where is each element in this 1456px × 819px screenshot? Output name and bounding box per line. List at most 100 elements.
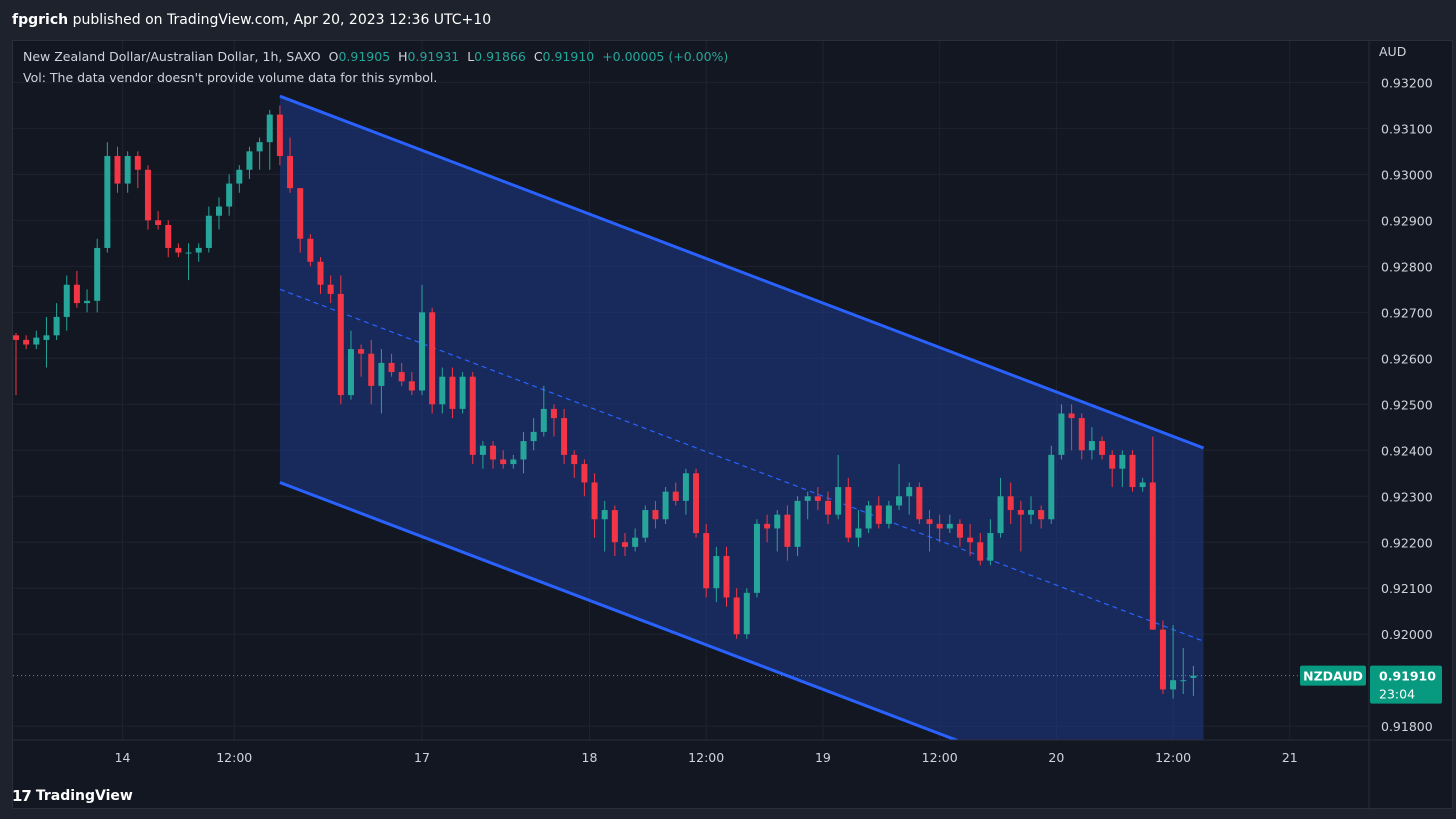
candle bbox=[1180, 648, 1187, 695]
candle-body bbox=[469, 376, 476, 455]
candle-body bbox=[703, 533, 710, 589]
candle bbox=[825, 491, 831, 524]
candle-body bbox=[479, 445, 486, 455]
candle-body bbox=[601, 510, 608, 520]
candle-body bbox=[1129, 454, 1136, 488]
candle-body bbox=[550, 408, 557, 419]
x-tick-label: 19 bbox=[815, 750, 831, 765]
low-label: L bbox=[467, 49, 475, 64]
candle bbox=[835, 454, 842, 520]
candle bbox=[63, 275, 70, 331]
candle-body bbox=[13, 335, 19, 340]
candle bbox=[1159, 620, 1166, 695]
candle bbox=[784, 505, 791, 561]
candle bbox=[490, 441, 497, 469]
candle-body bbox=[956, 523, 963, 538]
candle bbox=[682, 468, 689, 515]
candle bbox=[134, 151, 141, 189]
candle bbox=[916, 482, 923, 524]
candle-body bbox=[520, 441, 527, 460]
symbol-description[interactable]: New Zealand Dollar/Australian Dollar, 1h… bbox=[23, 49, 321, 64]
candle bbox=[1068, 404, 1075, 451]
candle bbox=[987, 519, 994, 566]
candle bbox=[246, 146, 253, 179]
candle-body bbox=[1048, 454, 1055, 520]
candle-body bbox=[94, 247, 101, 301]
candle bbox=[205, 206, 212, 253]
candle bbox=[175, 243, 182, 258]
candle bbox=[510, 454, 517, 469]
candle bbox=[561, 408, 568, 465]
candle-body bbox=[398, 372, 405, 382]
y-tick-label: 0.93200 bbox=[1381, 75, 1433, 90]
publish-header: fpgrich published on TradingView.com, Ap… bbox=[0, 0, 1456, 40]
candle bbox=[794, 496, 801, 557]
candle bbox=[327, 275, 334, 304]
candle-body bbox=[936, 523, 943, 529]
candle-body bbox=[236, 169, 243, 184]
candles-layer bbox=[13, 105, 1197, 699]
symbol-tag-label: NZDAUD bbox=[1303, 669, 1363, 684]
change-value: +0.00005 (+0.00%) bbox=[602, 49, 729, 64]
candle bbox=[124, 151, 131, 193]
candle-body bbox=[784, 514, 791, 547]
candle-body bbox=[73, 284, 80, 304]
candle-body bbox=[287, 155, 294, 189]
candle bbox=[1170, 625, 1177, 699]
candle bbox=[1139, 477, 1146, 492]
footer-brand: 17 TradingView bbox=[12, 787, 133, 805]
candle bbox=[144, 165, 151, 230]
candle bbox=[926, 510, 933, 552]
candle bbox=[1078, 413, 1085, 460]
symbol-tag-bg bbox=[1300, 665, 1366, 686]
open-label: O bbox=[328, 49, 339, 64]
candle-body bbox=[1119, 454, 1126, 469]
candle-body bbox=[622, 542, 628, 547]
author-name[interactable]: fpgrich bbox=[12, 12, 69, 28]
candle-body bbox=[896, 496, 903, 506]
candle-body bbox=[885, 505, 892, 524]
candle bbox=[459, 372, 466, 414]
candle bbox=[540, 385, 547, 437]
candle-body bbox=[205, 215, 212, 248]
brand-name: TradingView bbox=[35, 788, 133, 804]
parallel-channel bbox=[279, 94, 1205, 740]
candle-body bbox=[144, 169, 151, 221]
candle-body bbox=[825, 500, 831, 515]
candle bbox=[236, 165, 243, 193]
candle bbox=[1028, 496, 1034, 524]
candle bbox=[946, 514, 953, 534]
candle-body bbox=[165, 224, 172, 248]
candle bbox=[317, 257, 324, 294]
candle-body bbox=[226, 183, 233, 207]
candle bbox=[358, 344, 365, 377]
candle-body bbox=[358, 349, 365, 354]
channel-fill bbox=[279, 96, 1204, 740]
candle-body bbox=[611, 510, 618, 543]
candle-body bbox=[276, 114, 283, 156]
candle-body bbox=[368, 353, 375, 386]
candlestick-chart[interactable]: 0.93200 0.93100 0.93000 0.92900 0.92800 0.927… bbox=[13, 41, 1454, 810]
candle bbox=[1058, 404, 1065, 460]
candle bbox=[1088, 427, 1095, 460]
x-tick-label: 21 bbox=[1282, 750, 1298, 765]
candle bbox=[885, 500, 892, 529]
candle-body bbox=[855, 528, 862, 538]
time-axis: 14 12:00 17 18 12:00 19 12:00 20 12:00 21 bbox=[13, 739, 1454, 765]
candle-body bbox=[256, 142, 263, 152]
candle bbox=[662, 487, 669, 524]
candle bbox=[764, 514, 771, 543]
candle-body bbox=[733, 597, 740, 635]
candle bbox=[1017, 500, 1024, 552]
channel-upper-line bbox=[279, 94, 1205, 450]
candle bbox=[530, 418, 537, 451]
candle-body bbox=[1180, 680, 1187, 682]
y-tick-label: 0.93000 bbox=[1381, 167, 1433, 182]
candle-body bbox=[23, 339, 30, 345]
candle-body bbox=[1099, 441, 1106, 455]
candle-body bbox=[378, 362, 385, 386]
chart-area[interactable]: 0.93200 0.93100 0.93000 0.92900 0.92800 0.927… bbox=[12, 40, 1454, 810]
candle bbox=[1038, 505, 1045, 529]
candle-body bbox=[195, 247, 202, 253]
candle-body bbox=[1139, 482, 1146, 488]
